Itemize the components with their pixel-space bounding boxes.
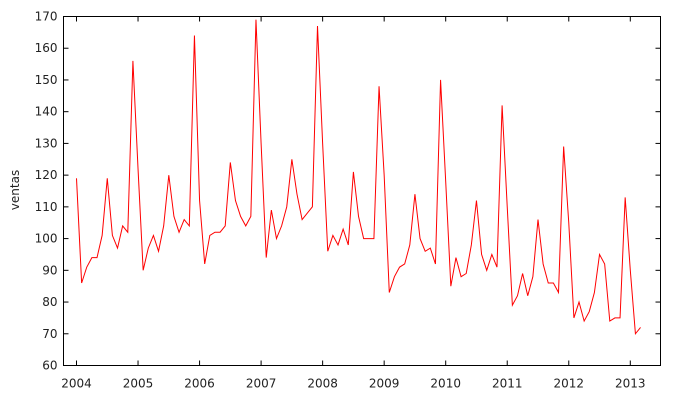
y-tick-label: 160 bbox=[35, 41, 58, 55]
x-tick-label: 2010 bbox=[430, 377, 461, 391]
x-tick-label: 2007 bbox=[246, 377, 277, 391]
x-tick-label: 2013 bbox=[615, 377, 646, 391]
x-tick-label: 2004 bbox=[61, 377, 92, 391]
y-tick-label: 150 bbox=[35, 73, 58, 87]
x-tick-label: 2011 bbox=[492, 377, 523, 391]
y-tick-label: 130 bbox=[35, 136, 58, 150]
y-tick-label: 100 bbox=[35, 232, 58, 246]
y-tick-label: 170 bbox=[35, 10, 58, 24]
x-tick-label: 2012 bbox=[553, 377, 584, 391]
y-axis-ticks: 60 70 80 90 100 110 120 130 140 150 160 170 bbox=[35, 10, 661, 373]
y-axis-label: ventas bbox=[8, 170, 22, 210]
x-tick-label: 2008 bbox=[307, 377, 338, 391]
y-tick-label: 140 bbox=[35, 105, 58, 119]
y-tick-label: 90 bbox=[42, 263, 57, 277]
x-tick-label: 2005 bbox=[123, 377, 154, 391]
y-tick-label: 80 bbox=[42, 295, 57, 309]
y-tick-label: 60 bbox=[42, 359, 57, 373]
plot-area-frame bbox=[63, 16, 661, 366]
y-tick-label: 70 bbox=[42, 327, 57, 341]
y-tick-label: 120 bbox=[35, 168, 58, 182]
x-axis-ticks: 2004 2005 2006 2007 2008 2009 2010 2011 2012 2013 bbox=[61, 16, 646, 391]
x-tick-label: 2006 bbox=[184, 377, 215, 391]
y-tick-label: 110 bbox=[35, 200, 58, 214]
series-line bbox=[76, 19, 641, 336]
series-layer bbox=[76, 19, 641, 336]
x-tick-label: 2009 bbox=[369, 377, 400, 391]
